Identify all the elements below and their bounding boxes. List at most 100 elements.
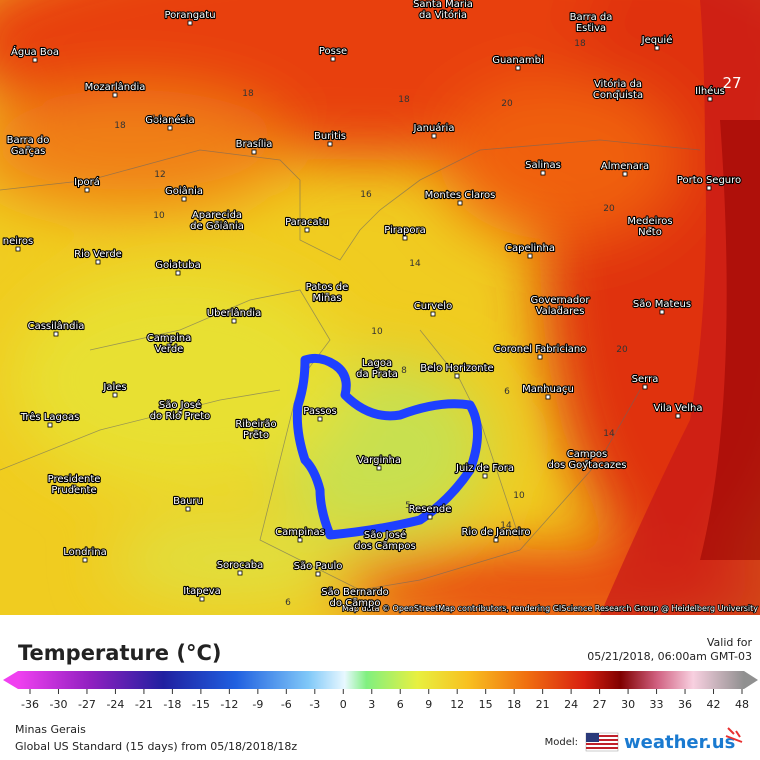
colorbar-tick-label: 0 (340, 698, 347, 711)
city-dot (237, 570, 243, 576)
city-dot (402, 235, 408, 241)
model-label: Model: (545, 737, 578, 748)
city-dot (53, 331, 59, 337)
city-dot (457, 200, 463, 206)
contour-label: 6 (504, 387, 510, 397)
city-label: Jequié (641, 34, 673, 46)
city-dot (374, 368, 380, 374)
city-label: Prudente (51, 485, 96, 496)
city-dot (482, 473, 488, 479)
brand: weather.us (624, 732, 735, 753)
valid-label: Valid for (707, 636, 753, 649)
city-dot (440, 9, 446, 15)
city-dot (642, 384, 648, 390)
city-label: dos Goytacazes (548, 460, 627, 471)
city-label: do Rio Preto (150, 411, 211, 422)
city-label: Curvelo (414, 301, 452, 312)
city-dot (352, 597, 358, 603)
colorbar-tick-label: 33 (650, 698, 664, 711)
city-label: Neto (638, 227, 662, 238)
city-label: Iporá (74, 176, 100, 188)
colorbar-max-arrow (744, 671, 758, 689)
contour-label: 16 (360, 190, 372, 200)
region-outline (292, 353, 482, 540)
city-label: São Bernardo (321, 587, 389, 598)
contour-label: 20 (616, 345, 628, 355)
city-label: Porangatu (164, 10, 215, 21)
city-label: Campinas (275, 527, 325, 538)
city-label: Goianésia (145, 114, 194, 126)
city-label: Passos (303, 406, 336, 417)
city-label: São Mateus (633, 299, 691, 310)
city-label: neiros (3, 236, 34, 247)
city-dot (112, 392, 118, 398)
city-label: Jales (102, 382, 126, 393)
colorbar-tick-label: -15 (192, 698, 210, 711)
map: Map data © OpenStreetMap contributors, r… (0, 0, 760, 615)
city-label: Barra da (570, 12, 613, 23)
city-dot (654, 45, 660, 51)
colorbar-tick-label: 48 (735, 698, 749, 711)
city-dot (647, 226, 653, 232)
city-dot (82, 557, 88, 563)
city-label: Verde (155, 344, 184, 355)
model-run: Global US Standard (15 days) from 05/18/… (15, 740, 297, 753)
flag-icon (585, 732, 619, 752)
colorbar-tick-label: 12 (450, 698, 464, 711)
colorbar-tick-label: -27 (78, 698, 96, 711)
city-label: de Goiânia (190, 220, 244, 232)
region-name: Minas Gerais (15, 723, 86, 736)
colorbar-tick-label: 30 (621, 698, 635, 711)
city-dot (297, 537, 303, 543)
city-label: Campos (567, 449, 608, 460)
city-label: Porto Seguro (677, 175, 741, 186)
city-label: Garças (11, 146, 46, 157)
city-label: Brasília (236, 138, 273, 150)
city-dot (659, 309, 665, 315)
city-dot (47, 422, 53, 428)
city-dot (317, 416, 323, 422)
city-label: Goiatuba (155, 260, 201, 271)
city-dot (588, 22, 594, 28)
city-label: Patos de (306, 282, 349, 293)
colorbar-min-arrow (3, 671, 18, 689)
city-label: Montes Claros (425, 190, 496, 201)
contour-label: 20 (603, 204, 615, 214)
city-label: Água Boa (11, 45, 59, 58)
city-dot (431, 133, 437, 139)
city-dot (177, 410, 183, 416)
valid-time: 05/21/2018, 06:00am GMT-03 (587, 650, 752, 663)
city-dot (584, 459, 590, 465)
city-dot (315, 571, 321, 577)
contour-label: 18 (114, 121, 126, 131)
city-label: Rio de Janeiro (461, 527, 530, 538)
colorbar-tick-label: -9 (252, 698, 263, 711)
city-dot (187, 20, 193, 26)
city-dot (167, 125, 173, 131)
contour-label: 14 (409, 259, 421, 269)
colorbar-tick-label: -12 (220, 698, 238, 711)
city-dot (181, 196, 187, 202)
city-dot (71, 484, 77, 490)
city-dot (527, 253, 533, 259)
city-label: Valadares (536, 306, 585, 317)
city-label: Medeiros (627, 216, 672, 227)
city-dot (454, 373, 460, 379)
city-dot (253, 429, 259, 435)
city-label: Governador (531, 295, 591, 306)
colorbar (18, 671, 744, 689)
attribution: Map data © OpenStreetMap contributors, r… (342, 604, 758, 613)
contour-label: 18 (574, 39, 586, 49)
city-dot (95, 259, 101, 265)
city-label: Preto (243, 430, 269, 441)
contour-label: 10 (153, 211, 165, 221)
city-label: São Paulo (294, 561, 343, 572)
city-label: da Vitória (419, 9, 467, 21)
colorbar-tick-label: 6 (397, 698, 404, 711)
city-label: Aparecida (192, 210, 242, 221)
city-label: Bauru (173, 496, 203, 507)
colorbar-tick-label: 18 (507, 698, 521, 711)
colorbar-tick-label: -30 (49, 698, 67, 711)
colorbar-tick-label: -36 (21, 698, 39, 711)
